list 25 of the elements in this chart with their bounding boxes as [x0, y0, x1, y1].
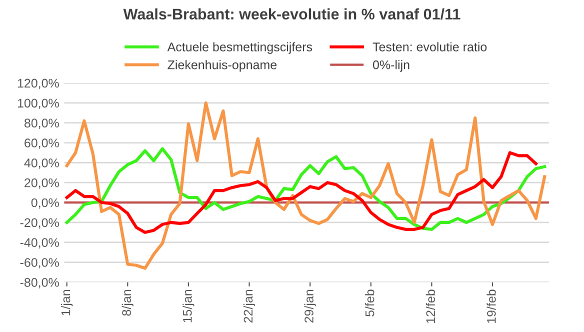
line-series	[65, 101, 546, 270]
y-tick-label: 80,0%	[24, 118, 59, 129]
y-tick-label: -80,0%	[20, 278, 59, 288]
legend-label: 0%-lijn	[372, 60, 410, 72]
x-tick-label: 19/feb	[486, 290, 496, 323]
y-tick-label: 60,0%	[24, 138, 59, 149]
y-tick-label: 120,0%	[18, 78, 59, 90]
y-tick-label: -20,0%	[20, 218, 59, 229]
x-tick-label: 15/jan	[182, 290, 194, 322]
x-tick-label: 8/jan	[122, 290, 134, 316]
y-tick-label: 40,0%	[24, 158, 59, 169]
legend-label: Testen: evolutie ratio	[372, 42, 487, 52]
legend-label: Ziekenhuis-opname	[168, 60, 277, 72]
y-tick-label: 100,0%	[18, 98, 59, 110]
y-tick-label: 0,0%	[31, 198, 59, 209]
x-tick-label: 5/feb	[365, 290, 374, 316]
x-tick-label: 22/jan	[243, 290, 256, 323]
legend-label: Actuele besmettingscijfers	[167, 42, 312, 54]
x-tick-label: 29/jan	[304, 290, 316, 323]
x-tick-label: 12/feb	[426, 290, 436, 323]
chart-title: Waals-Brabant: week-evolutie in % vanaf 01/11	[123, 8, 460, 20]
y-tick-label: -60,0%	[20, 258, 59, 268]
y-tick-label: 20,0%	[24, 178, 59, 189]
x-tick-label: 1/jan	[61, 290, 73, 316]
y-tick-label: -40,0%	[20, 238, 59, 248]
